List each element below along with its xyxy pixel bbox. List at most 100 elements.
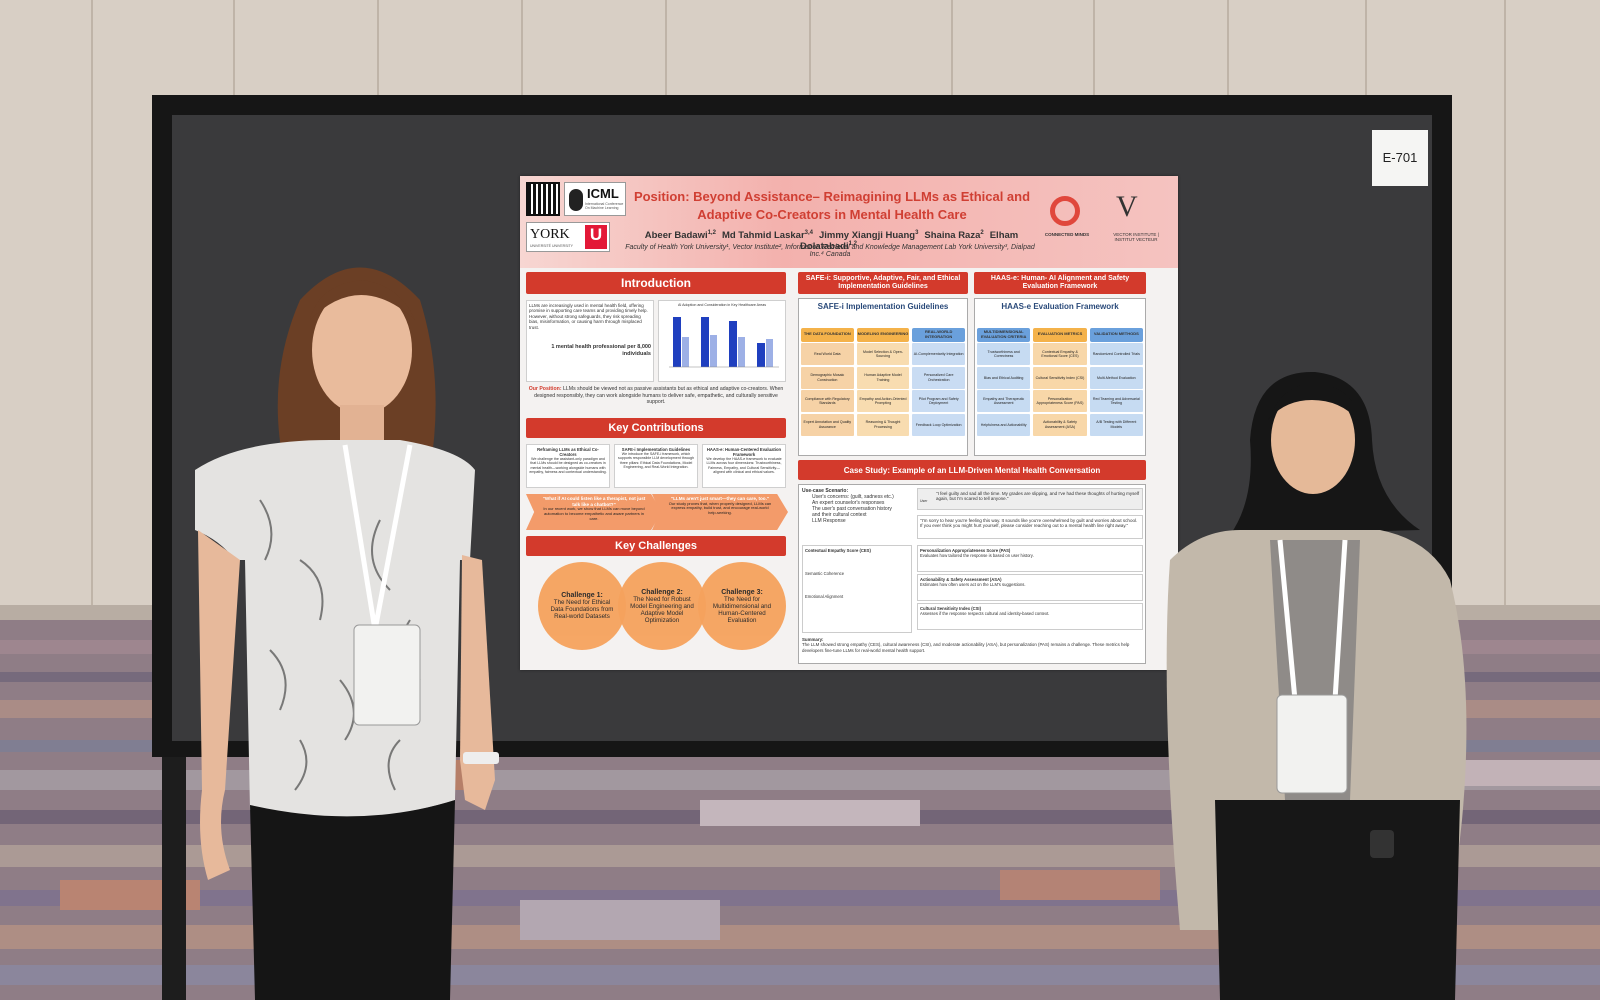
metric: Contextual Empathy Score (CES) <box>805 548 871 553</box>
framework-cell: Real World Data <box>801 343 854 366</box>
framework-columns: THE DATA FOUNDATION Real World Data Demogr… <box>801 327 966 438</box>
quote-banner: "What if AI could listen like a therapis… <box>526 494 662 530</box>
user-label: User <box>920 499 928 503</box>
framework-cell: A/B Testing with Different Models <box>1089 413 1143 436</box>
framework-column: REAL-WORLD INTEGRATION AI-Complementarity… <box>912 327 966 438</box>
framework-column: EVALUATION METRICS Contextual Empathy & E… <box>1033 327 1087 438</box>
wall-panels <box>91 0 1506 615</box>
framework-cell: Compliance with Regulatory Standards <box>801 390 854 413</box>
column-head: REAL-WORLD INTEGRATION <box>912 327 966 342</box>
author-affiliation: 1,2 <box>848 241 857 248</box>
quote-banner: "LLMs aren't just smart—they can care, t… <box>652 494 788 530</box>
scenario-item: An expert counselor's responses <box>812 500 885 506</box>
author-affiliation: 2 <box>980 230 984 236</box>
framework-columns: MULTIDIMENSIONAL EVALUATION CRITERIA Trus… <box>977 327 1143 438</box>
challenge-circle: Challenge 3: The Need for Multidimensiona… <box>698 562 786 650</box>
metric-box: Actionability & Safety Assessment (ASA) E… <box>917 574 1143 601</box>
framework-cell: Randomized Controlled Trials <box>1089 343 1143 366</box>
quote-text: In our recent work, we show that LLMs ca… <box>543 506 645 521</box>
challenge-text: The Need for Ethical Data Foundations fr… <box>550 599 614 620</box>
title-line: Position: Beyond Assistance– Reimagining… <box>633 189 1031 204</box>
framework-cell: Empathy and Action-Oriented Prompting <box>856 390 910 413</box>
framework-cell: Demographic Mosaic Construction <box>801 366 854 389</box>
connected-minds-mark <box>1050 196 1080 226</box>
framework-cell: Helpfulness and Actionability <box>977 413 1031 436</box>
intro-stat: 1 mental health professional per 8,000 i… <box>551 343 651 357</box>
affiliations: Faculty of Health York University¹, Vect… <box>625 244 1035 258</box>
challenge-circle: Challenge 2: The Need for Robust Model En… <box>618 562 706 650</box>
chart-graphic <box>669 317 779 368</box>
contribution-box: HAAS-e: Human-Centered Evaluation Framew… <box>702 444 786 488</box>
author: Abeer Badawi1,2 <box>645 230 716 241</box>
metric-name: Personalization Appropriateness Score (P… <box>920 548 1011 553</box>
logo-text: YORK <box>530 227 570 242</box>
scenario-title: Use-case Scenario: <box>802 488 849 494</box>
section-heading: Introduction <box>526 272 786 294</box>
framework-cell: Trustworthiness and Correctness <box>977 343 1031 366</box>
metric-name: Actionability & Safety Assessment (ASA) <box>920 577 1002 582</box>
author: Jimmy Xiangji Huang3 <box>819 230 918 241</box>
haas-e-panel: HAAS-e Evaluation Framework MULTIDIMENSIO… <box>974 298 1146 456</box>
scenario-item: and their cultural context <box>812 512 867 518</box>
contribution-text: We challenge the assistant-only paradigm… <box>529 457 607 474</box>
metric: Semantic Coherence <box>805 571 845 577</box>
author-affiliation: 1,2 <box>707 230 716 236</box>
chart-bars-decor <box>669 317 779 368</box>
metric-desc: Assesses if the response respects cultur… <box>920 611 1050 617</box>
framework-cell: Red Teaming and Adversarial Testing <box>1089 390 1143 413</box>
framework-cell: Feedback Loop Optimization <box>912 413 966 436</box>
metrics-right: Personalization Appropriateness Score (P… <box>917 545 1143 633</box>
challenge-title: Challenge 3: <box>721 588 763 596</box>
framework-column: THE DATA FOUNDATION Real World Data Demogr… <box>801 327 854 438</box>
framework-cell: Bias and Ethical Auditing <box>977 366 1031 389</box>
author-name: Abeer Badawi <box>644 230 708 242</box>
challenge-title: Challenge 1: <box>561 592 603 599</box>
framework-cell: Reasoning & Thought Processing <box>856 413 910 436</box>
section-heading: Case Study: Example of an LLM-Driven Men… <box>798 460 1146 480</box>
framework-cell: Actionability & Safety Assessment (ASA) <box>1033 413 1087 436</box>
york-logo: YORK U UNIVERSITÉ UNIVERSITY <box>526 222 610 252</box>
column-head: MULTIDIMENSIONAL EVALUATION CRITERIA <box>977 327 1031 342</box>
quote: "LLMs aren't just smart—they can care, t… <box>670 496 770 501</box>
scenario-item: LLM Response <box>812 518 846 524</box>
framework-column: MODELING ENGINEERING Model Selection & Op… <box>856 327 910 438</box>
position-label: Our Position: <box>528 386 562 392</box>
section-heading: Key Contributions <box>526 418 786 438</box>
panel-title: HAAS-e Evaluation Framework <box>1001 302 1119 311</box>
framework-cell: Personalized Care Orchestration <box>912 366 966 389</box>
summary: Summary: The LLM showed strong empathy (… <box>802 637 1142 653</box>
framework-cell: Empathy and Therapeutic Assessment <box>977 390 1031 413</box>
framework-cell: Model Selection & Open-Sourcing <box>856 343 910 366</box>
author: Md Tahmid Laskar3,4 <box>722 230 813 241</box>
author-name: Jimmy Xiangji Huang <box>818 230 916 242</box>
column-head: THE DATA FOUNDATION <box>801 327 854 342</box>
position-text: LLMs should be viewed not as passive ass… <box>534 386 784 405</box>
framework-cell: Cultural Sensitivity Index (CSI) <box>1033 366 1087 389</box>
contribution-box: SAFE-i Implementation Guidelines We intro… <box>614 444 698 488</box>
logo-text: CONNECTED MINDS <box>1044 232 1090 237</box>
intro-chart: AI Adoption and Consideration in Key Hea… <box>658 300 786 382</box>
challenge-title: Challenge 2: <box>641 588 683 596</box>
quote-text: Our study proves that, when properly des… <box>668 500 772 516</box>
contribution-text: We develop the HAAS-e framework to evalu… <box>706 457 782 474</box>
logo-text: ICML <box>587 186 619 201</box>
author-name: Md Tahmid Laskar <box>721 230 805 242</box>
author-name: Elham Dolatabadi <box>800 230 1019 253</box>
framework-cell: Human Adaptive Model Training <box>856 366 910 389</box>
author: Shaina Raza2 <box>924 230 983 241</box>
panel-title: SAFE-i Implementation Guidelines <box>817 302 949 311</box>
framework-cell: Multi-Method Evaluation <box>1089 366 1143 389</box>
scenario-item: The user's past conversation history <box>812 506 892 512</box>
section-heading: SAFE-i: Supportive, Adaptive, Fair, and … <box>798 272 968 294</box>
logo-mark <box>569 189 583 211</box>
section-heading: HAAS-e: Human- AI Alignment and Safety E… <box>974 272 1146 294</box>
author-affiliation: 3,4 <box>804 230 813 236</box>
icml-logo: ICML International Conference On Machine… <box>564 182 626 216</box>
chart-title: AI Adoption and Consideration in Key Hea… <box>677 303 767 307</box>
intro-text: LLMs are increasingly used in mental hea… <box>529 303 648 330</box>
poster-title: Position: Beyond Assistance– Reimagining… <box>632 188 1032 224</box>
author-name: Shaina Raza <box>924 230 981 242</box>
board-label-card <box>1372 130 1428 186</box>
contribution-title: SAFE-i Implementation Guidelines <box>621 447 691 452</box>
